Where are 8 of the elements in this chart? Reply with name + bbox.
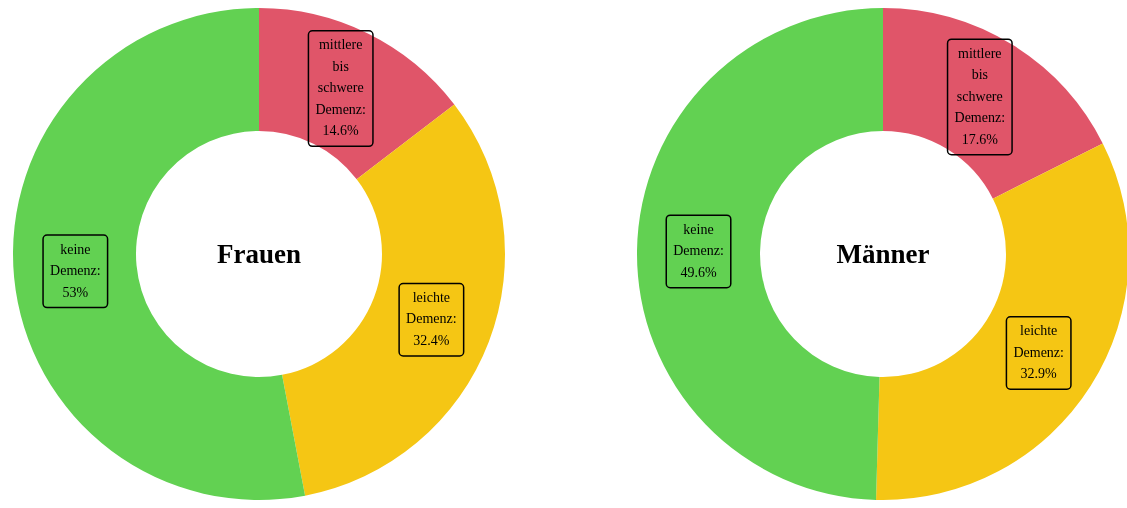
text: Männer bbox=[836, 238, 930, 269]
text: Frauen bbox=[217, 238, 301, 269]
data-label: mittlere bis schwere Demenz: 14.6% bbox=[315, 37, 366, 139]
data-label: keine Demenz: 53% bbox=[50, 241, 101, 300]
data-label: keine Demenz: 49.6% bbox=[673, 221, 724, 280]
data-label: mittlere bis schwere Demenz: 17.6% bbox=[954, 45, 1006, 147]
data-label: leichte Demenz: 32.4% bbox=[406, 289, 457, 348]
data-label: leichte Demenz: 32.9% bbox=[1013, 323, 1064, 382]
